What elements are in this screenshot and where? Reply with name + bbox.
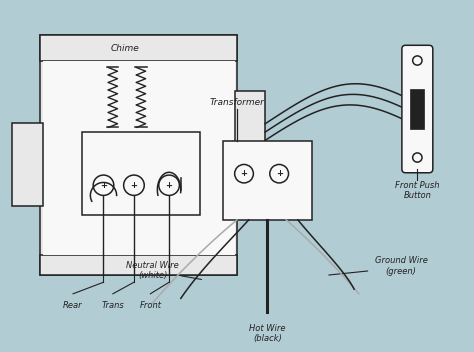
- Text: +: +: [240, 169, 247, 178]
- Bar: [43, 61, 235, 254]
- Text: Ground Wire
(green): Ground Wire (green): [374, 256, 428, 276]
- Text: +: +: [130, 181, 137, 190]
- Circle shape: [124, 175, 144, 195]
- Circle shape: [235, 164, 254, 183]
- Text: Front: Front: [139, 301, 161, 310]
- Circle shape: [413, 153, 422, 162]
- Text: +: +: [100, 181, 107, 190]
- Text: Neutral Wire
(white): Neutral Wire (white): [126, 261, 179, 281]
- Circle shape: [159, 175, 179, 195]
- Circle shape: [413, 56, 422, 65]
- Bar: [82, 132, 200, 215]
- Text: Chime: Chime: [110, 44, 139, 52]
- Text: Rear: Rear: [63, 301, 83, 310]
- Bar: [40, 35, 237, 275]
- Bar: [40, 254, 237, 275]
- Circle shape: [93, 175, 114, 195]
- Bar: [40, 35, 237, 61]
- Circle shape: [270, 164, 289, 183]
- Bar: [235, 90, 265, 174]
- Bar: [12, 123, 43, 206]
- Text: Front Push
Button: Front Push Button: [395, 181, 439, 200]
- Text: +: +: [165, 181, 173, 190]
- Bar: [410, 89, 424, 128]
- Bar: [223, 142, 312, 220]
- Text: +: +: [276, 169, 283, 178]
- Text: Trans: Trans: [101, 301, 124, 310]
- Text: Transformer: Transformer: [210, 98, 264, 107]
- FancyBboxPatch shape: [402, 45, 433, 173]
- Text: Hot Wire
(black): Hot Wire (black): [249, 324, 286, 343]
